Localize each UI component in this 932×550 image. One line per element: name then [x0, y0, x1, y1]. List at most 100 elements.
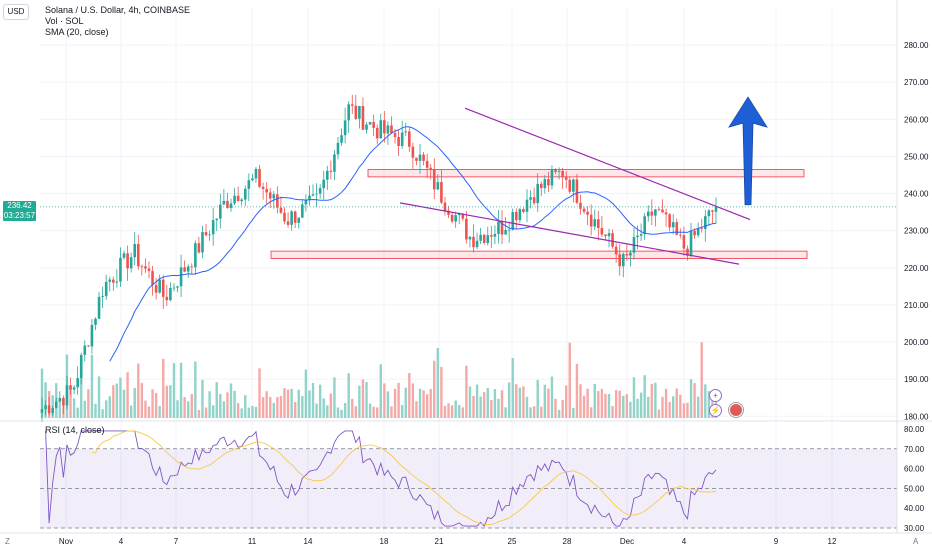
candle-body [447, 210, 450, 215]
candle-body [161, 279, 165, 297]
price-tick-label: 230.00 [904, 227, 929, 236]
candle-body [158, 279, 161, 293]
candle-body [707, 210, 711, 217]
volume-bar [315, 403, 318, 418]
candle-body [154, 284, 158, 293]
candle-body [522, 209, 525, 212]
volume-bar [372, 406, 375, 418]
candle-body [415, 157, 418, 161]
volume-bar [465, 365, 468, 418]
candle-body [604, 234, 607, 237]
candle-body [689, 230, 693, 256]
candle-body [333, 154, 336, 172]
candle-body [443, 202, 447, 211]
volume-bar [240, 408, 243, 418]
candle-body [165, 296, 169, 301]
volume-bar [397, 382, 400, 418]
volume-bar [219, 394, 222, 418]
candle-body [179, 267, 183, 287]
volume-bar [475, 384, 479, 418]
rsi-legend[interactable]: RSI (14, close) [45, 425, 105, 435]
candle-body [572, 179, 575, 192]
auto-scale-icon[interactable]: A [913, 537, 919, 546]
current-price: 236.42 [7, 200, 32, 210]
candle-body [308, 195, 311, 201]
volume-bar [661, 396, 664, 418]
bar-countdown: 03:23:57 [3, 210, 36, 220]
volume-bar [254, 406, 258, 418]
candle-body [101, 296, 104, 297]
volume-bar [668, 401, 671, 418]
volume-bar [322, 398, 325, 418]
volume-bar [525, 396, 529, 418]
volume-bar [497, 398, 500, 418]
volume-bar [629, 401, 632, 418]
candle-body [240, 199, 244, 202]
volume-bar [318, 384, 322, 418]
volume-bar [707, 391, 711, 418]
candle-body [358, 106, 361, 119]
candle-body [329, 170, 333, 172]
volume-bar [436, 347, 440, 418]
time-tick-label: 4 [682, 537, 687, 546]
support-zone [270, 250, 808, 259]
tradingview-logo-icon[interactable]: Z [5, 537, 10, 546]
candle-body [393, 133, 397, 138]
flash-icon[interactable]: ⚡ [709, 404, 722, 417]
plus-icon[interactable]: + [709, 389, 722, 402]
candle-body [450, 214, 454, 222]
candle-body [183, 267, 186, 272]
candle-body [325, 170, 329, 180]
volume-legend[interactable]: Vol · SOL [45, 16, 84, 26]
candle-body [422, 154, 425, 161]
volume-bar [540, 406, 543, 418]
volume-bar [547, 388, 550, 418]
price-tick-label: 220.00 [904, 264, 929, 273]
candle-body [51, 408, 54, 414]
candle-body [62, 397, 65, 406]
volume-bar [158, 406, 161, 418]
volume-bar [112, 385, 115, 418]
time-tick-label: 25 [508, 537, 517, 546]
trendlines [399, 107, 751, 265]
us-flag-icon[interactable] [729, 403, 743, 417]
candle-body [247, 180, 251, 189]
volume-bar [650, 383, 654, 418]
volume-bar [593, 383, 596, 418]
candle-body [536, 183, 539, 204]
candle-body [704, 216, 707, 230]
candle-body [586, 211, 589, 215]
candle-body [397, 137, 400, 146]
candle-body [151, 271, 154, 285]
volume-bar [689, 379, 693, 418]
sma-line [109, 126, 717, 362]
volume-bar [368, 403, 372, 418]
candle-body [219, 204, 222, 219]
resistance-zone [367, 169, 805, 178]
volume-bar [589, 407, 593, 418]
candle-body [657, 209, 661, 211]
candle-body [582, 208, 586, 212]
volume-bar [693, 383, 696, 418]
sma-legend[interactable]: SMA (20, close) [45, 27, 109, 37]
volume-bar [376, 407, 379, 418]
candle-body [457, 213, 461, 216]
candle-body [115, 281, 119, 283]
volume-bar [269, 396, 272, 418]
time-tick-label: 4 [119, 537, 124, 546]
candle-body [554, 169, 557, 172]
volume-bar [597, 391, 600, 418]
candle-body [432, 169, 436, 190]
currency-button[interactable]: USD [3, 4, 29, 20]
time-tick-label: 14 [304, 537, 313, 546]
candle-body [301, 204, 304, 218]
volume-bar [572, 408, 575, 418]
candle-body [429, 167, 433, 170]
volume-bar [329, 393, 333, 418]
volume-bar [543, 384, 547, 418]
volume-bar [97, 376, 101, 418]
price-tick-label: 260.00 [904, 115, 929, 124]
volume-bar [554, 398, 557, 418]
volume-bar [672, 396, 675, 418]
